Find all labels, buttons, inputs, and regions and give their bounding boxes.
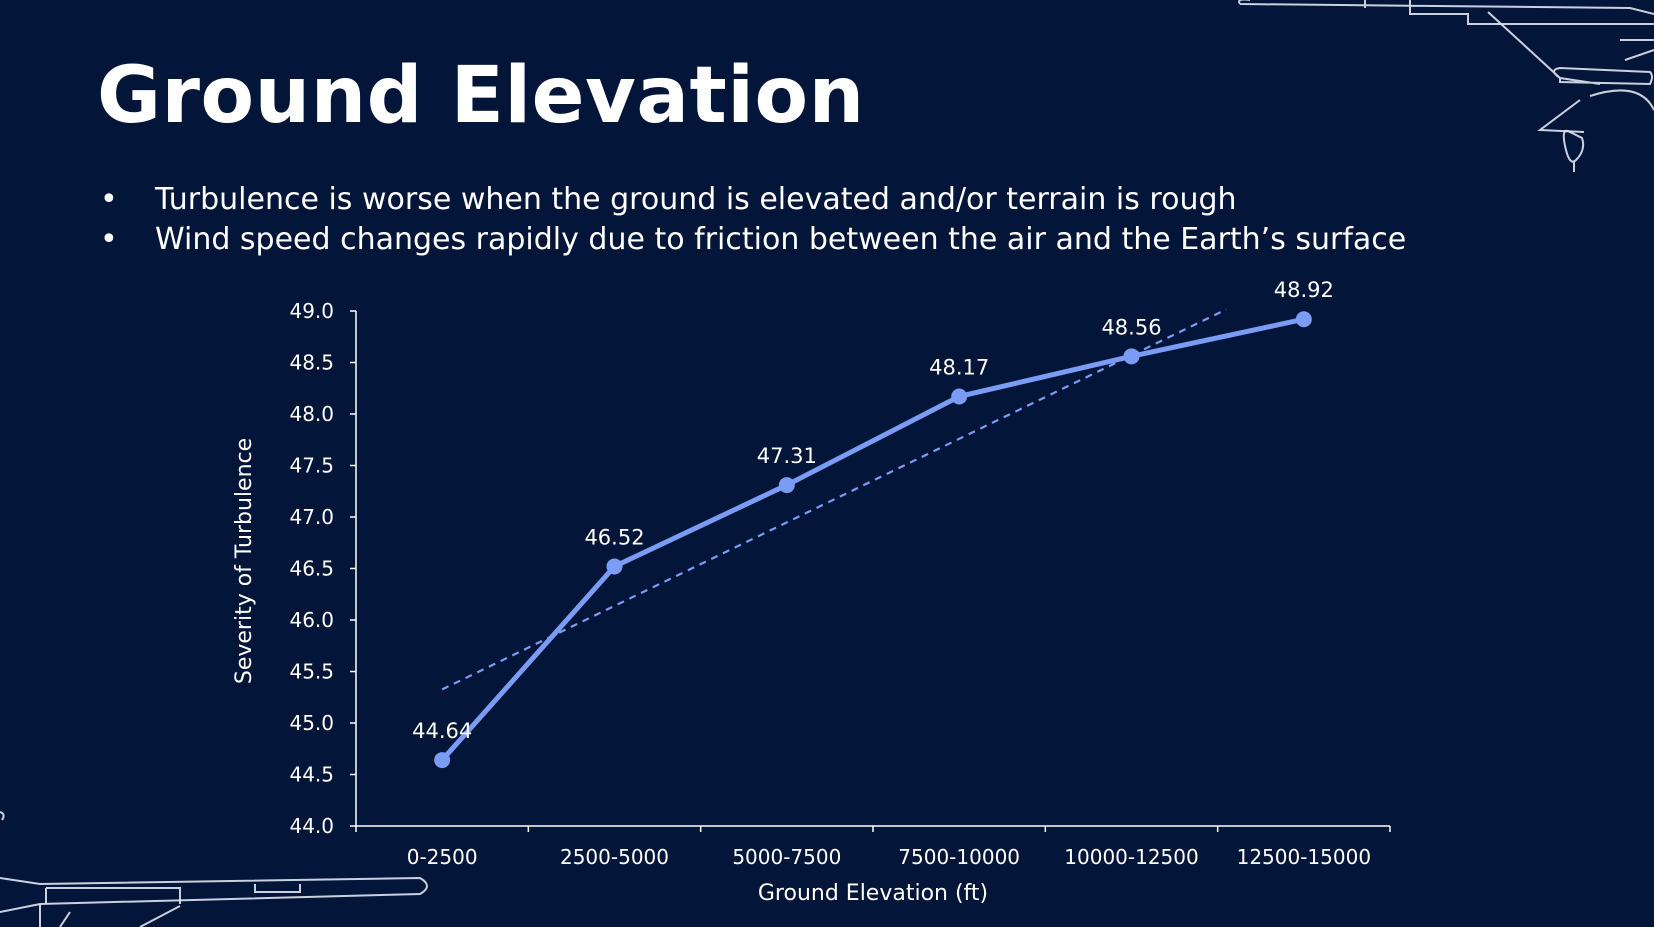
- x-tick-label: 12500-15000: [1237, 845, 1371, 869]
- data-point: [778, 477, 795, 494]
- y-tick-label: 45.5: [289, 660, 334, 684]
- bullet-item: Turbulence is worse when the ground is e…: [100, 180, 1406, 220]
- data-label: 48.56: [1101, 315, 1161, 339]
- y-tick-label: 44.0: [289, 814, 334, 838]
- data-label: 47.31: [757, 444, 817, 468]
- data-point: [951, 388, 968, 405]
- x-tick-label: 10000-12500: [1064, 845, 1198, 869]
- x-tick-label: 2500-5000: [560, 845, 669, 869]
- y-tick-label: 44.5: [289, 763, 334, 787]
- data-point: [1295, 311, 1312, 328]
- y-tick-label: 46.0: [289, 608, 334, 632]
- x-axis-title: Ground Elevation (ft): [758, 881, 988, 906]
- y-tick-label: 47.0: [289, 505, 334, 529]
- data-label: 44.64: [412, 719, 472, 743]
- series-line: [440, 316, 1305, 762]
- x-tick-label: 5000-7500: [732, 845, 841, 869]
- data-point: [606, 558, 623, 575]
- y-tick-label: 46.5: [289, 557, 334, 581]
- bullet-list: Turbulence is worse when the ground is e…: [100, 180, 1406, 260]
- y-tick-label: 48.5: [289, 351, 334, 375]
- data-label: 48.92: [1274, 278, 1334, 302]
- y-tick-label: 49.0: [289, 299, 334, 323]
- airplane-top-right-icon: [1238, 0, 1654, 172]
- y-tick-label: 48.0: [289, 402, 334, 426]
- y-axis-title: Severity of Turbulence: [232, 438, 257, 684]
- x-tick-label: 7500-10000: [898, 845, 1020, 869]
- airplane-wing-bottom-left-icon: [0, 811, 428, 927]
- bullet-item: Wind speed changes rapidly due to fricti…: [100, 220, 1406, 260]
- y-tick-label: 47.5: [289, 454, 334, 478]
- data-label: 46.52: [584, 525, 644, 549]
- trendline: [441, 308, 1227, 691]
- y-tick-label: 45.0: [289, 711, 334, 735]
- data-label: 48.17: [929, 355, 989, 379]
- data-point: [434, 752, 451, 769]
- data-point: [1123, 348, 1140, 365]
- slide-title: Ground Elevation: [97, 51, 865, 141]
- x-tick-label: 0-2500: [407, 845, 478, 869]
